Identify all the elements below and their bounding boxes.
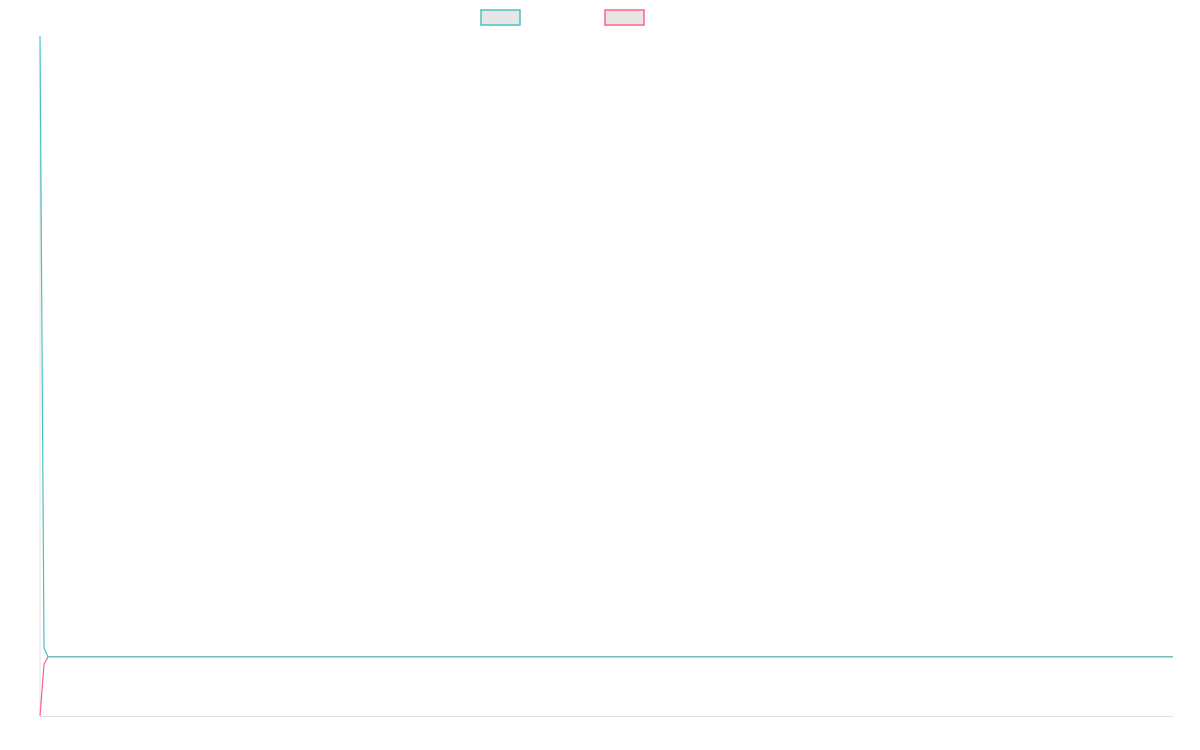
series-line-1 [39, 656, 1173, 717]
axes [39, 36, 1173, 717]
series-lines [39, 35, 1173, 717]
legend-swatch-1[interactable] [604, 9, 645, 26]
legend [480, 9, 645, 26]
legend-swatch-0[interactable] [480, 9, 521, 26]
series-line-0 [39, 35, 1173, 658]
